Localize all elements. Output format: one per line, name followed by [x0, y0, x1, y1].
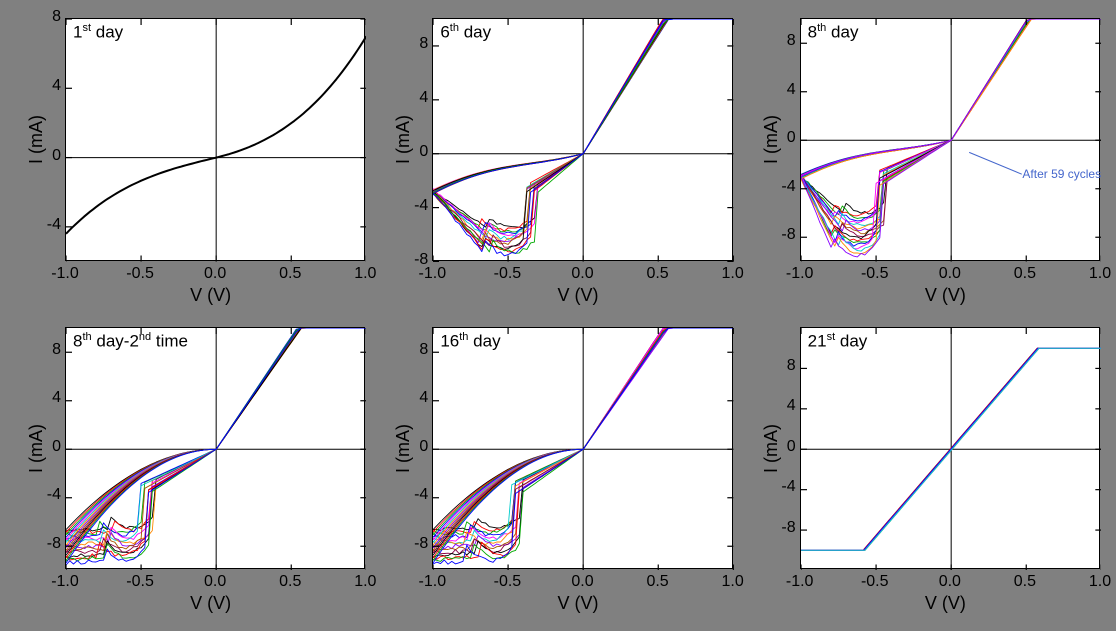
- y-tick-label: -8: [414, 535, 428, 553]
- plot-svg: [433, 19, 733, 262]
- x-tick-label: -0.5: [125, 265, 155, 283]
- x-tick-label: -0.5: [492, 265, 522, 283]
- y-tick-label: -8: [414, 251, 428, 269]
- y-axis-label: I (mA): [761, 115, 782, 164]
- x-tick-label: 0.0: [200, 265, 230, 283]
- x-tick-label: 0.5: [1010, 573, 1040, 591]
- y-tick-label: 0: [419, 143, 428, 161]
- annotation-text: After 59 cycles: [1022, 167, 1101, 181]
- x-tick-label: -0.5: [860, 265, 890, 283]
- plot-area: [65, 18, 365, 261]
- x-tick-label: -1.0: [785, 265, 815, 283]
- y-tick-label: -4: [781, 178, 795, 196]
- y-tick-label: 4: [52, 77, 61, 95]
- y-tick-label: 8: [52, 8, 61, 26]
- x-tick-label: 0.0: [200, 573, 230, 591]
- plot-area: [800, 18, 1100, 261]
- panel-day21: -1.0-0.50.00.51.0-8-4048I (mA)V (V)21st …: [745, 319, 1106, 622]
- x-axis-label: V (V): [557, 593, 598, 614]
- x-tick-label: 1.0: [350, 265, 380, 283]
- y-tick-label: -8: [781, 519, 795, 537]
- y-tick-label: 0: [787, 129, 796, 147]
- y-tick-label: -8: [47, 535, 61, 553]
- y-tick-label: 8: [419, 341, 428, 359]
- panel-day8b: -1.0-0.50.00.51.0-8-4048I (mA)V (V)8th d…: [10, 319, 371, 622]
- y-tick-label: 4: [787, 397, 796, 415]
- x-tick-label: -0.5: [125, 573, 155, 591]
- y-tick-label: 8: [52, 341, 61, 359]
- x-axis-label: V (V): [190, 593, 231, 614]
- y-axis-label: I (mA): [26, 115, 47, 164]
- y-tick-label: 8: [787, 32, 796, 50]
- panel-day8: -1.0-0.50.00.51.0-8-4048I (mA)V (V)8th d…: [745, 10, 1106, 313]
- x-tick-label: 0.0: [935, 265, 965, 283]
- plot-area: [65, 327, 365, 570]
- plot-svg: [66, 328, 366, 571]
- y-tick-label: 4: [419, 89, 428, 107]
- plot-svg: [433, 328, 733, 571]
- x-tick-label: 0.5: [643, 573, 673, 591]
- x-tick-label: -1.0: [50, 573, 80, 591]
- x-tick-label: 0.5: [1010, 265, 1040, 283]
- y-axis-label: I (mA): [26, 424, 47, 473]
- panel-day16: -1.0-0.50.00.51.0-8-4048I (mA)V (V)16th …: [377, 319, 738, 622]
- panel-title: 8th day-2nd time: [73, 331, 188, 352]
- x-tick-label: 0.5: [643, 265, 673, 283]
- x-tick-label: 0.0: [567, 573, 597, 591]
- x-tick-label: -0.5: [492, 573, 522, 591]
- panel-title: 16th day: [440, 331, 500, 352]
- y-tick-label: 0: [52, 147, 61, 165]
- plot-svg: [801, 19, 1101, 262]
- x-tick-label: 1.0: [718, 265, 748, 283]
- y-tick-label: -4: [414, 486, 428, 504]
- x-tick-label: 1.0: [1085, 265, 1115, 283]
- plot-svg: [66, 19, 366, 262]
- y-tick-label: 0: [787, 438, 796, 456]
- plot-area: [800, 327, 1100, 570]
- y-tick-label: 8: [787, 357, 796, 375]
- x-axis-label: V (V): [925, 285, 966, 306]
- x-tick-label: -1.0: [50, 265, 80, 283]
- y-tick-label: -4: [414, 197, 428, 215]
- y-tick-label: -8: [781, 226, 795, 244]
- x-tick-label: -1.0: [785, 573, 815, 591]
- panel-title: 6th day: [440, 22, 491, 43]
- x-axis-label: V (V): [557, 285, 598, 306]
- y-tick-label: 0: [52, 438, 61, 456]
- x-tick-label: -0.5: [860, 573, 890, 591]
- x-tick-label: 0.5: [275, 573, 305, 591]
- panel-day6: -1.0-0.50.00.51.0-8-4048I (mA)V (V)6th d…: [377, 10, 738, 313]
- y-tick-label: 4: [787, 81, 796, 99]
- y-tick-label: 4: [52, 389, 61, 407]
- plot-area: [432, 327, 732, 570]
- y-tick-label: 0: [419, 438, 428, 456]
- x-tick-label: 0.0: [567, 265, 597, 283]
- y-tick-label: -4: [47, 216, 61, 234]
- y-axis-label: I (mA): [393, 424, 414, 473]
- y-tick-label: 4: [419, 389, 428, 407]
- x-tick-label: 1.0: [350, 573, 380, 591]
- x-axis-label: V (V): [190, 285, 231, 306]
- x-tick-label: 0.5: [275, 265, 305, 283]
- panel-title: 1st day: [73, 22, 123, 43]
- panel-day1: -1.0-0.50.00.51.0-4048I (mA)V (V)1st day: [10, 10, 371, 313]
- plot-svg: [801, 328, 1101, 571]
- x-tick-label: 1.0: [1085, 573, 1115, 591]
- plot-area: [432, 18, 732, 261]
- x-axis-label: V (V): [925, 593, 966, 614]
- y-axis-label: I (mA): [393, 115, 414, 164]
- x-tick-label: -1.0: [417, 573, 447, 591]
- y-axis-label: I (mA): [761, 424, 782, 473]
- panel-title: 8th day: [808, 22, 859, 43]
- panel-title: 21st day: [808, 331, 868, 352]
- x-tick-label: 0.0: [935, 573, 965, 591]
- x-tick-label: 1.0: [718, 573, 748, 591]
- y-tick-label: 8: [419, 35, 428, 53]
- y-tick-label: -4: [781, 478, 795, 496]
- y-tick-label: -4: [47, 486, 61, 504]
